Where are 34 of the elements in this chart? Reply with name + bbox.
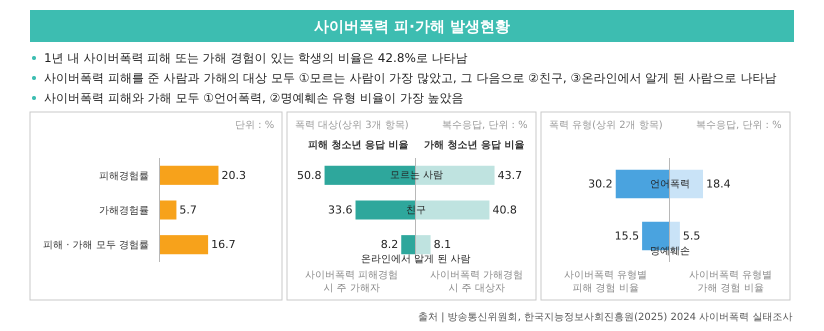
text: 1년 내 사이버폭력 피해 또는 가해 경험이 있는 학생의 비율은 42.8%로 나타남	[44, 51, 468, 65]
series-label: 가해 청소년 응답 비율	[424, 140, 524, 151]
text: 사이버폭력 피·가해 발생현황	[314, 17, 510, 36]
y-tick-label: 가해경험률	[99, 206, 149, 216]
y-tick-label: 피해 · 가해 모두 경험률	[43, 240, 149, 252]
category-label: 온라인에서 알게 된 사람	[361, 254, 471, 265]
text: 사이버폭력 유형별 피해 경험 비율	[564, 270, 648, 294]
chart-subtitle: 폭력 유형(상위 2개 항목)	[549, 120, 663, 131]
chart-subtitle: 폭력 대상(상위 3개 항목)	[295, 120, 409, 131]
data-label: 33.6	[328, 204, 353, 216]
text: 사이버폭력 피해와 가해 모두 ①언어폭력, ②명예훼손 유형 비율이 가장 높았음	[44, 91, 464, 105]
text: 복수응답, 단위 : %	[442, 120, 528, 131]
y-tick-label: 피해경험률	[99, 170, 149, 182]
data-label: 5.5	[682, 230, 700, 242]
series-label: 피해 청소년 응답 비율	[308, 140, 408, 151]
text: 단위 : %	[235, 120, 274, 131]
data-label: 20.3	[221, 168, 246, 182]
category-label: 명예훼손	[650, 246, 690, 257]
data-label: 50.8	[297, 168, 322, 182]
data-label: 43.7	[498, 168, 522, 182]
text: 사이버폭력 가해경험 시 주 대상자	[430, 270, 524, 294]
data-label: 30.2	[588, 178, 613, 190]
data-label: 15.5	[614, 230, 640, 242]
data-label: 16.7	[211, 238, 236, 252]
data-label: 8.2	[380, 238, 398, 252]
data-label: 5.7	[179, 204, 197, 216]
data-label: 40.8	[492, 204, 517, 216]
data-label: 8.1	[434, 238, 452, 252]
text: 사이버폭력 유형별 가해 경험 비율	[689, 270, 772, 294]
text: 사이버폭력 피해경험 시 주 가해자	[305, 270, 398, 294]
source-note: 출처 | 방송통신위원회, 한국지능정보사회진흥원(2025) 2024 사이버폭력 실태조사	[418, 312, 792, 323]
data-label: 18.4	[706, 178, 731, 190]
text: 복수응답, 단위 : %	[696, 120, 782, 131]
text: 사이버폭력 피해를 준 사람과 가해의 대상 모두 ①모르는 사람이 가장 많았고, 그 다음으로 ②친구, ③온라인에서 알게 된 사람으로 나타남	[44, 71, 777, 85]
